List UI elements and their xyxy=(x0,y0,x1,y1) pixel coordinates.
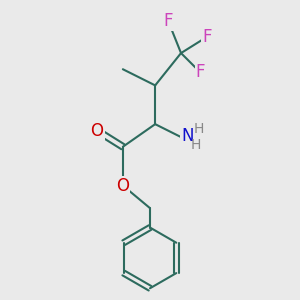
Text: O: O xyxy=(91,122,103,140)
Text: O: O xyxy=(116,176,129,194)
Text: F: F xyxy=(163,12,173,30)
Text: N: N xyxy=(181,128,194,146)
Text: F: F xyxy=(202,28,212,46)
Text: H: H xyxy=(191,139,201,152)
Text: F: F xyxy=(196,64,205,82)
Text: H: H xyxy=(194,122,204,136)
